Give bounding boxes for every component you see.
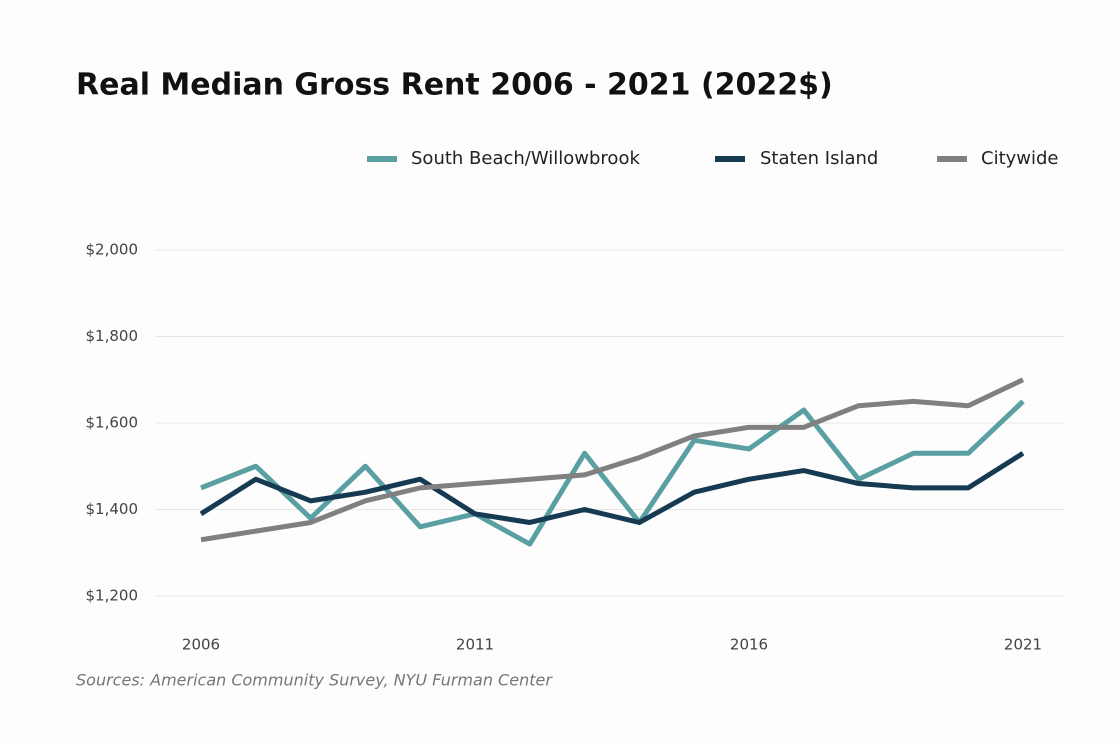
series-line (199, 451, 1025, 525)
legend-label: Citywide (981, 148, 1059, 169)
series-line (200, 399, 1025, 547)
x-tick-label: 2011 (456, 636, 494, 654)
y-tick-label: $1,600 (86, 414, 139, 432)
x-tick-label: 2021 (1004, 636, 1042, 654)
series-line (200, 377, 1025, 543)
x-tick-label: 2006 (182, 636, 220, 654)
x-tick-label: 2016 (730, 636, 768, 654)
chart-title: Real Median Gross Rent 2006 - 2021 (2022… (76, 68, 833, 103)
source-note: Sources: American Community Survey, NYU … (76, 671, 553, 690)
y-tick-label: $1,800 (86, 327, 139, 345)
legend-label: South Beach/Willowbrook (411, 148, 640, 169)
y-tick-label: $1,200 (86, 587, 139, 605)
y-tick-label: $2,000 (86, 241, 139, 259)
legend-label: Staten Island (760, 148, 878, 169)
y-tick-label: $1,400 (86, 500, 139, 518)
